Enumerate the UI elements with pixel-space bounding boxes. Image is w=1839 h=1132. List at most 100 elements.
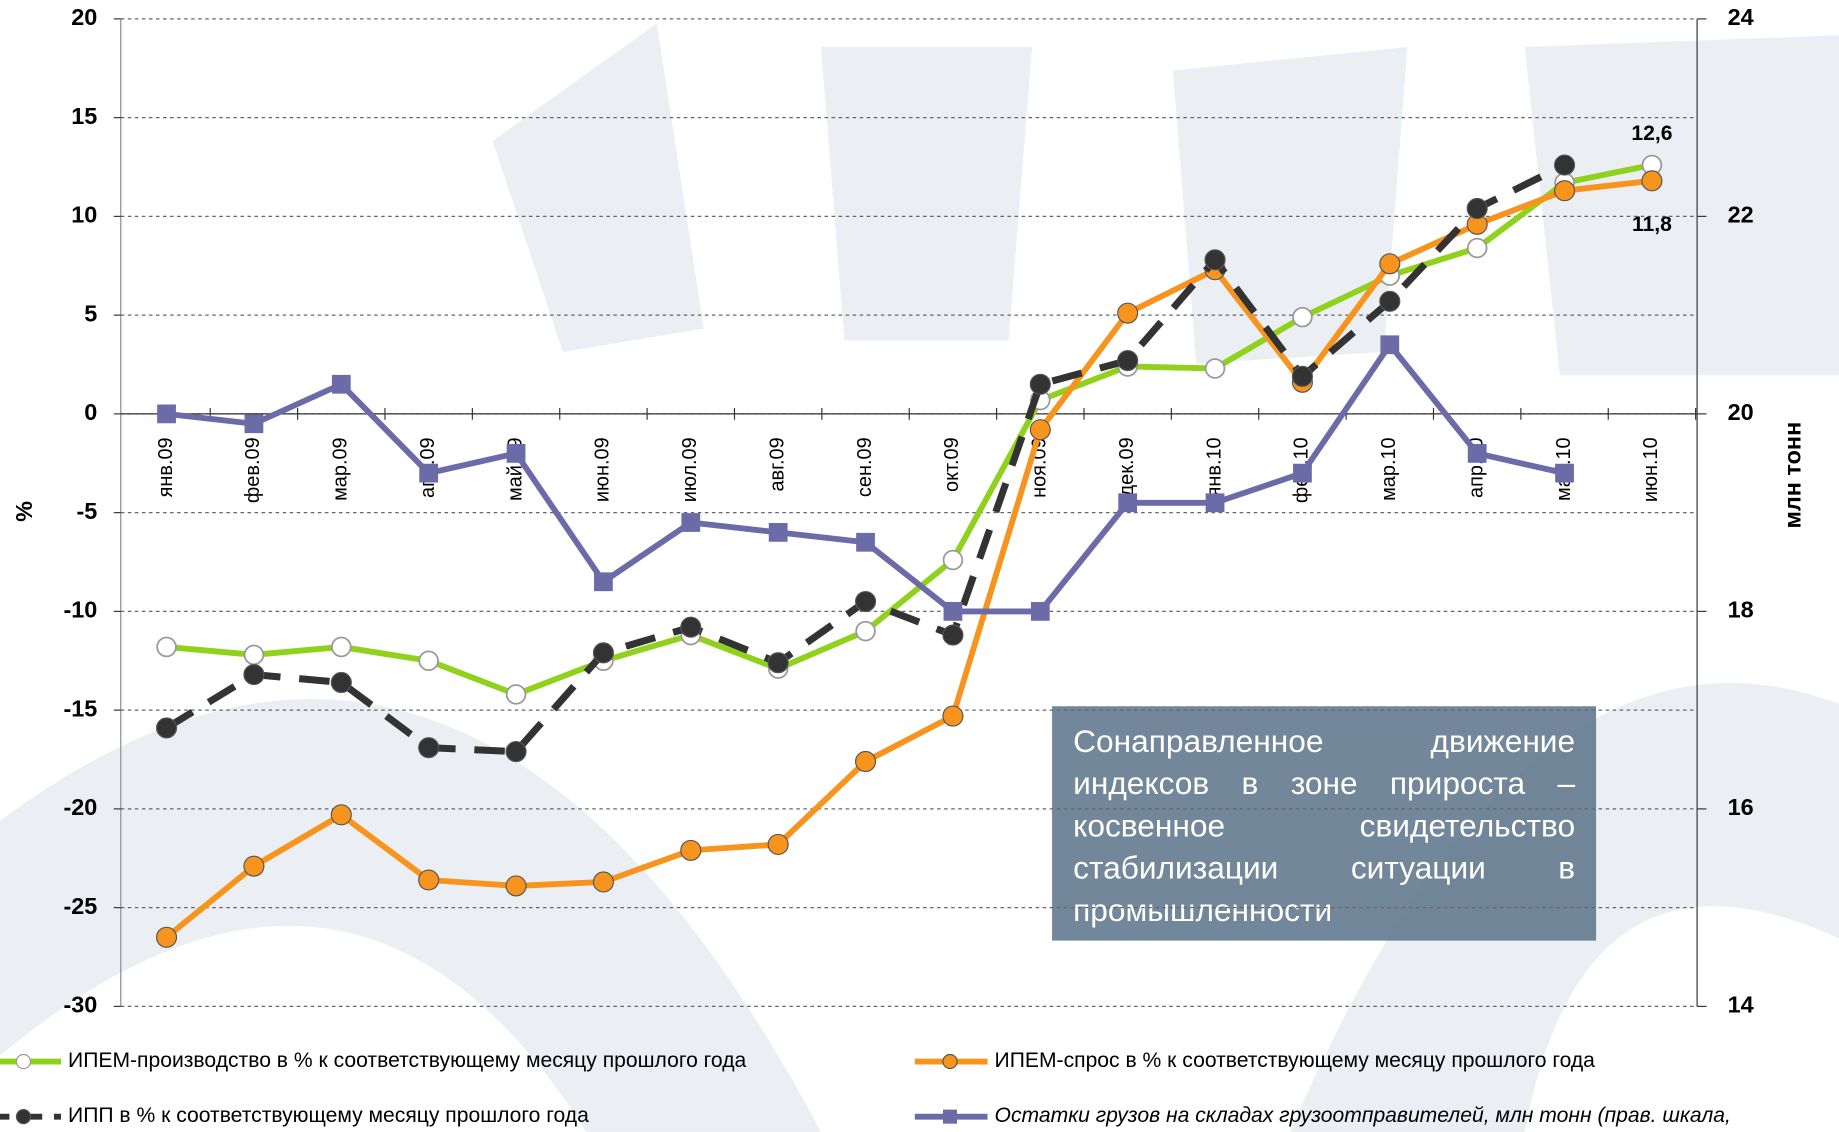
series-point <box>244 414 264 434</box>
legend-label: Остатки грузов на складах грузоотправите… <box>995 1104 1731 1127</box>
series-point <box>243 644 265 666</box>
y-tick-label: 20 <box>71 4 97 30</box>
series-point <box>767 833 789 855</box>
series-point <box>1641 170 1663 192</box>
series-point <box>1466 197 1488 220</box>
series-point <box>943 602 963 621</box>
series-point <box>157 404 176 424</box>
series-point <box>155 926 178 948</box>
annotation-box: Сонаправленное движение индексов в зоне … <box>1052 706 1597 941</box>
y2-tick-label: 16 <box>1728 794 1754 820</box>
legend-label: ИПЕМ-спрос в % к соответствующему месяцу… <box>995 1049 1596 1072</box>
y-tick-label: -10 <box>63 597 97 623</box>
series-point <box>505 875 527 897</box>
series-point <box>1029 419 1051 441</box>
series-point <box>681 513 701 532</box>
series-point <box>1204 358 1226 379</box>
series-point <box>1292 306 1313 328</box>
x-tick-label: дек.09 <box>1116 437 1138 496</box>
series-point <box>854 750 877 773</box>
series-point <box>418 737 440 759</box>
y-tick-label: -15 <box>63 695 97 721</box>
series-point <box>1117 302 1139 324</box>
series-point <box>1380 335 1400 355</box>
legend-marker <box>942 1053 958 1070</box>
x-tick-label: фев.09 <box>242 437 264 503</box>
series-point <box>1205 493 1225 513</box>
series-point <box>856 532 875 552</box>
series-line <box>164 177 1653 940</box>
series-point <box>1030 602 1050 621</box>
series-point <box>1293 463 1312 483</box>
series-point <box>418 869 440 891</box>
series-point <box>505 684 527 705</box>
series-point <box>1117 350 1139 372</box>
series-point <box>1554 180 1576 202</box>
series-point <box>1379 290 1401 312</box>
series-point <box>942 549 964 571</box>
series-point <box>243 855 265 877</box>
series-point <box>505 741 527 763</box>
x-tick-label: мар.10 <box>1378 437 1400 501</box>
series-point <box>1555 463 1574 483</box>
series-point <box>592 871 614 893</box>
x-tick-label: авг.09 <box>766 437 788 491</box>
series-point <box>592 642 614 664</box>
series-point <box>942 705 964 727</box>
y-tick-label: -20 <box>63 794 97 820</box>
y2-axis-label: млн тонн <box>1780 422 1806 529</box>
y-axis-label: % <box>11 501 37 522</box>
y-tick-label: 10 <box>71 202 97 228</box>
y-tick-label: -25 <box>63 893 97 919</box>
x-tick-label: янв.10 <box>1203 437 1225 497</box>
series-point <box>419 463 439 483</box>
annotation: Сонаправленное движение индексов в зоне … <box>1052 706 1597 941</box>
legend-label: ИПП в % к соответствующему месяцу прошло… <box>68 1104 589 1127</box>
series-point <box>331 636 352 658</box>
series-point <box>155 717 178 739</box>
x-tick-label: мар.09 <box>330 437 352 501</box>
series-point <box>768 523 788 542</box>
x-tick-label: ноя.09 <box>1029 437 1051 498</box>
series-point <box>1467 444 1487 463</box>
y2-tick-label: 22 <box>1728 202 1754 228</box>
series-point <box>854 590 877 613</box>
y2-tick-label: 14 <box>1728 992 1754 1018</box>
series-point <box>680 616 702 638</box>
series-point <box>1554 154 1576 176</box>
legend-marker <box>15 1109 32 1125</box>
y2-tick-label: 20 <box>1728 399 1754 425</box>
series-point <box>1118 493 1138 513</box>
y-tick-label: 5 <box>84 300 97 326</box>
series-point <box>243 664 265 686</box>
series-point <box>418 650 439 672</box>
y-tick-label: 15 <box>71 103 97 129</box>
series-point <box>1204 249 1226 271</box>
series-point <box>1466 237 1488 259</box>
x-tick-label: июн.10 <box>1640 437 1662 502</box>
x-tick-label: июл.09 <box>679 437 701 502</box>
y2-tick-label: 24 <box>1728 4 1754 30</box>
x-tick-label: янв.09 <box>155 437 177 497</box>
legend-marker <box>942 1109 958 1124</box>
y-tick-label: -5 <box>77 498 98 524</box>
series-point <box>680 839 702 861</box>
legend-marker <box>15 1053 32 1070</box>
data-label: 12,6 <box>1631 122 1672 145</box>
x-tick-label: сен.09 <box>854 437 876 497</box>
series-line <box>166 162 1653 698</box>
y-tick-label: -30 <box>63 992 97 1018</box>
series-point <box>767 652 789 674</box>
series-point <box>855 620 876 642</box>
x-tick-label: окт.09 <box>941 437 963 492</box>
x-tick-label: июн.09 <box>592 437 614 502</box>
y2-tick-label: 18 <box>1728 597 1754 623</box>
series-point <box>330 804 352 826</box>
series-point <box>331 374 351 394</box>
series-point <box>942 624 964 646</box>
series-point <box>1291 365 1313 387</box>
data-label: 11,8 <box>1632 213 1672 236</box>
series-point <box>1379 253 1401 275</box>
y-tick-label: 0 <box>84 399 97 425</box>
